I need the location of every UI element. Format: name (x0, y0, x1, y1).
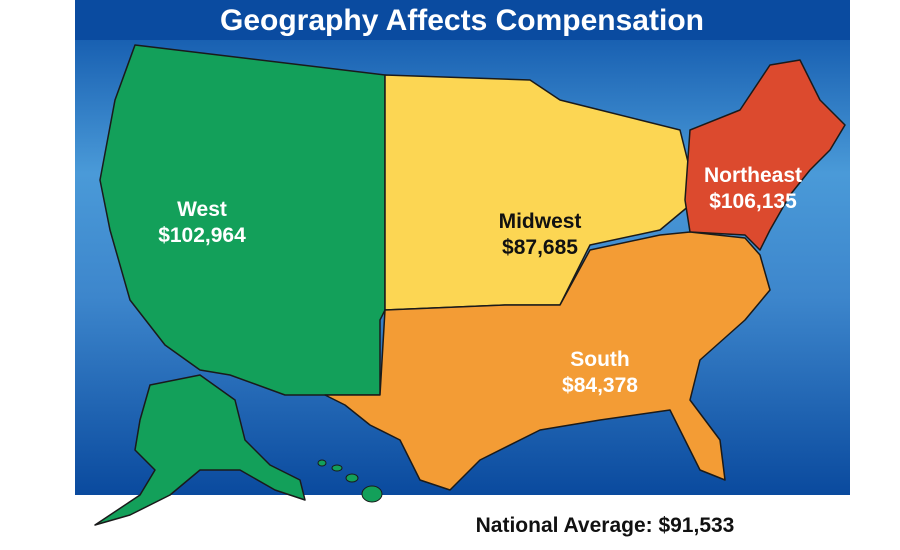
region-value: $84,378 (562, 374, 638, 397)
title: Geography Affects Compensation (220, 4, 704, 37)
hawaii (317, 459, 383, 503)
northeast-region (684, 59, 846, 251)
region-name: West (177, 198, 227, 221)
region-value: $106,135 (709, 190, 797, 213)
region-name: Northeast (704, 164, 802, 187)
title-bar (75, 0, 850, 40)
region-value: $102,964 (158, 224, 246, 247)
region-value: $87,685 (502, 236, 578, 259)
region-name: Midwest (499, 210, 582, 233)
south-region (324, 231, 771, 491)
national-average: National Average: $91,533 (476, 514, 735, 537)
alaska (94, 374, 306, 526)
region-name: South (570, 348, 629, 371)
